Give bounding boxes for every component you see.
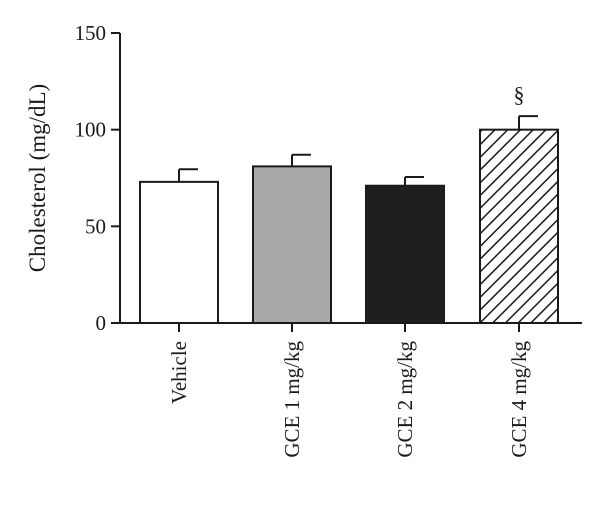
bar-0: [139, 180, 219, 324]
bar-3: [479, 128, 559, 324]
category-label-0: Vehicle: [167, 341, 191, 404]
y-tick-label-0: 0: [96, 311, 107, 335]
y-axis-title: Cholesterol (mg/dL): [25, 84, 50, 272]
bars-group: [139, 115, 559, 324]
bar-1: [252, 165, 332, 324]
y-tick-label-100: 100: [75, 118, 107, 142]
category-label-1: GCE 1 mg/kg: [280, 341, 304, 458]
category-label-2: GCE 2 mg/kg: [393, 341, 417, 458]
y-tick-label-150: 150: [75, 21, 107, 45]
significance-marker-0: §: [514, 82, 525, 107]
category-label-3: GCE 4 mg/kg: [507, 341, 531, 458]
labels-group: 0 50 100 150 Cholesterol (mg/dL) Vehicle GCE 1…: [25, 21, 531, 458]
bar-2: [365, 184, 445, 324]
y-tick-label-50: 50: [85, 214, 106, 238]
